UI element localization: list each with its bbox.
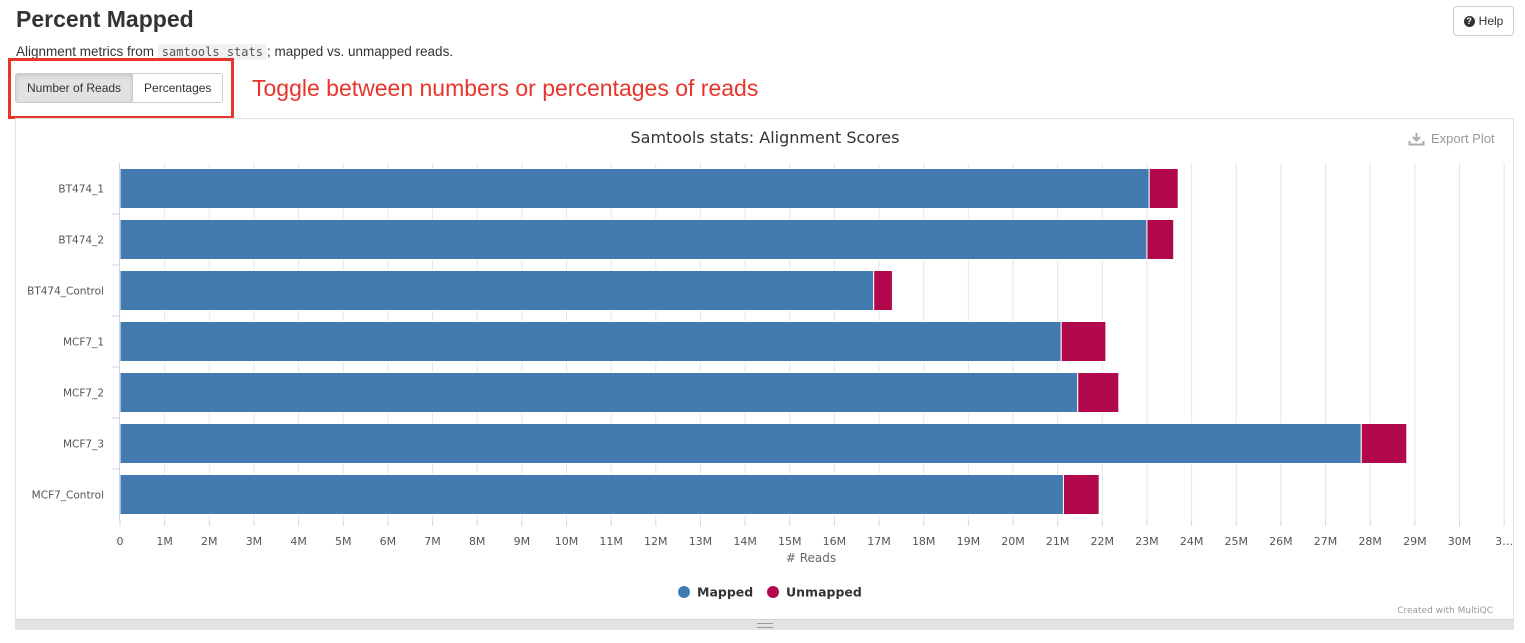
bar-unmapped[interactable]	[1146, 219, 1175, 260]
legend-item-label[interactable]: Mapped	[697, 585, 753, 600]
bar-unmapped[interactable]	[873, 270, 893, 311]
x-tick-label: 6M	[380, 535, 397, 548]
x-tick-label: 17M	[867, 535, 891, 548]
x-tick-label: 0	[117, 535, 124, 548]
legend-item-label[interactable]: Unmapped	[786, 585, 862, 600]
x-tick-label: 21M	[1046, 535, 1070, 548]
bar-unmapped[interactable]	[1360, 423, 1408, 464]
category-label: BT474_1	[58, 184, 104, 196]
plot-resize-handle[interactable]	[15, 619, 1514, 630]
legend-marker	[678, 586, 690, 598]
x-tick-label: 3…	[1495, 535, 1513, 548]
annotation-highlight-box	[8, 58, 234, 119]
bar-mapped[interactable]	[119, 474, 1064, 515]
description-code: samtools stats	[157, 44, 267, 60]
help-button[interactable]: ? Help	[1453, 6, 1514, 36]
question-circle-icon: ?	[1463, 15, 1475, 27]
legend-marker	[767, 586, 779, 598]
bar-mapped[interactable]	[119, 372, 1079, 413]
bar-unmapped[interactable]	[1062, 474, 1100, 515]
bar-mapped[interactable]	[119, 321, 1062, 362]
x-tick-label: 8M	[469, 535, 486, 548]
bar-mapped[interactable]	[119, 168, 1150, 209]
x-tick-label: 22M	[1091, 535, 1115, 548]
x-tick-label: 28M	[1358, 535, 1382, 548]
x-tick-label: 24M	[1180, 535, 1204, 548]
x-tick-label: 10M	[555, 535, 579, 548]
resize-grip-icon	[757, 623, 773, 628]
download-icon	[1408, 132, 1425, 145]
x-tick-label: 25M	[1225, 535, 1249, 548]
bar-mapped[interactable]	[119, 270, 875, 311]
category-label: BT474_Control	[27, 286, 104, 298]
x-tick-label: 3M	[246, 535, 263, 548]
annotation-text: Toggle between numbers or percentages of…	[252, 75, 759, 101]
page-title: Percent Mapped	[16, 6, 194, 32]
bar-mapped[interactable]	[119, 423, 1362, 464]
x-tick-label: 5M	[335, 535, 352, 548]
description-suffix: ; mapped vs. unmapped reads.	[266, 44, 454, 59]
category-label: MCF7_3	[63, 439, 104, 451]
export-plot-label: Export Plot	[1431, 131, 1495, 146]
x-tick-label: 26M	[1269, 535, 1293, 548]
data-toggle-group: Number of Reads Percentages	[15, 73, 224, 103]
x-tick-label: 30M	[1448, 535, 1472, 548]
x-tick-label: 9M	[514, 535, 531, 548]
chart-credits: Created with MultiQC	[1397, 606, 1493, 616]
x-tick-label: 15M	[778, 535, 802, 548]
category-label: MCF7_2	[63, 388, 104, 400]
description-prefix: Alignment metrics from	[16, 44, 158, 59]
x-tick-label: 12M	[644, 535, 668, 548]
help-button-label: Help	[1478, 14, 1504, 28]
category-label: BT474_2	[58, 235, 104, 247]
toggle-number-of-reads-button[interactable]: Number of Reads	[15, 73, 134, 103]
x-tick-label: 27M	[1314, 535, 1338, 548]
x-tick-label: 7M	[424, 535, 441, 548]
legend: Mapped Unmapped	[678, 585, 862, 600]
x-tick-label: 11M	[599, 535, 623, 548]
bar-unmapped[interactable]	[1077, 372, 1120, 413]
x-tick-label: 1M	[156, 535, 173, 548]
x-tick-label: 4M	[290, 535, 307, 548]
x-tick-label: 14M	[733, 535, 757, 548]
bar-mapped[interactable]	[119, 219, 1148, 260]
bar-unmapped[interactable]	[1148, 168, 1179, 209]
section-description: Alignment metrics from samtools stats; m…	[16, 44, 454, 60]
x-tick-label: 16M	[823, 535, 847, 548]
category-label: MCF7_1	[63, 337, 104, 349]
axes: 0 1M 2M 3M 4M 5M 6M 7M 8M 9M 10M 11M 12M 13M 14M 15M 16M…	[27, 163, 1513, 548]
x-axis-title: # Reads	[786, 551, 836, 565]
export-plot-button[interactable]: Export Plot	[1408, 131, 1495, 146]
x-tick-label: 19M	[957, 535, 981, 548]
x-tick-label: 20M	[1001, 535, 1025, 548]
x-tick-label: 18M	[912, 535, 936, 548]
bar-unmapped[interactable]	[1060, 321, 1107, 362]
chart-title: Samtools stats: Alignment Scores	[631, 128, 900, 147]
x-tick-label: 29M	[1403, 535, 1427, 548]
x-tick-label: 2M	[201, 535, 218, 548]
x-tick-label: 13M	[689, 535, 713, 548]
toggle-percentages-button[interactable]: Percentages	[133, 73, 224, 103]
category-label: MCF7_Control	[32, 490, 104, 502]
x-tick-label: 23M	[1135, 535, 1159, 548]
bars	[119, 168, 1408, 515]
